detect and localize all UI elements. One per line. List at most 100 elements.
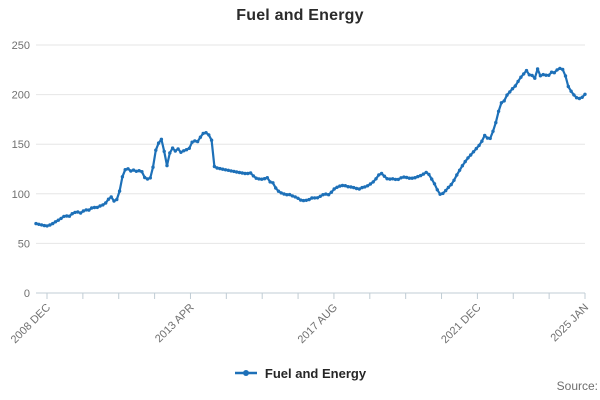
series-point[interactable]	[510, 87, 515, 91]
series-point[interactable]	[516, 79, 520, 84]
series-point[interactable]	[544, 73, 548, 77]
series-point[interactable]	[416, 174, 420, 179]
series-point[interactable]	[326, 193, 331, 197]
series-point[interactable]	[418, 173, 423, 178]
series-point[interactable]	[583, 92, 587, 97]
series-point[interactable]	[430, 177, 434, 181]
series-point[interactable]	[282, 192, 286, 196]
series-point[interactable]	[427, 172, 431, 177]
series-point[interactable]	[354, 186, 359, 191]
series-point[interactable]	[182, 149, 186, 153]
series-point[interactable]	[477, 143, 481, 148]
series-point[interactable]	[207, 133, 211, 137]
series-point[interactable]	[234, 170, 239, 174]
series-point[interactable]	[81, 209, 86, 213]
series-point[interactable]	[318, 194, 322, 198]
series-point[interactable]	[98, 204, 102, 208]
series-point[interactable]	[307, 197, 311, 202]
series-point[interactable]	[446, 185, 451, 190]
series-point[interactable]	[313, 196, 317, 200]
series-point[interactable]	[547, 73, 551, 78]
series-point[interactable]	[452, 178, 456, 182]
series-point[interactable]	[385, 177, 389, 181]
series-point[interactable]	[248, 171, 253, 175]
series-point[interactable]	[580, 95, 584, 100]
series-point[interactable]	[491, 129, 495, 133]
series-point[interactable]	[360, 185, 364, 190]
series-point[interactable]	[59, 216, 63, 221]
series-point[interactable]	[209, 138, 214, 142]
series-point[interactable]	[276, 189, 281, 193]
series-point[interactable]	[117, 189, 122, 193]
series-point[interactable]	[404, 175, 409, 180]
series-point[interactable]	[67, 214, 72, 218]
series-point[interactable]	[435, 188, 439, 192]
series-point[interactable]	[232, 169, 236, 174]
series-point[interactable]	[34, 221, 38, 226]
series-point[interactable]	[505, 93, 509, 97]
series-point[interactable]	[195, 139, 200, 144]
series-point[interactable]	[463, 159, 467, 164]
series-point[interactable]	[78, 211, 83, 215]
series-point[interactable]	[349, 185, 353, 189]
series-point[interactable]	[365, 184, 370, 188]
series-point[interactable]	[346, 185, 350, 189]
series-point[interactable]	[471, 150, 476, 154]
series-point[interactable]	[310, 196, 314, 200]
series-point[interactable]	[201, 131, 205, 136]
series-point[interactable]	[95, 205, 100, 210]
series-point[interactable]	[469, 153, 473, 157]
series-point[interactable]	[407, 176, 412, 180]
series-point[interactable]	[371, 180, 375, 184]
series-point[interactable]	[513, 84, 517, 88]
series-point[interactable]	[51, 221, 55, 226]
series-point[interactable]	[287, 192, 292, 197]
series-point[interactable]	[552, 71, 556, 75]
series-point[interactable]	[421, 172, 426, 176]
series-point[interactable]	[301, 198, 306, 203]
series-point[interactable]	[496, 109, 501, 114]
series-point[interactable]	[237, 170, 242, 175]
series-point[interactable]	[268, 180, 272, 184]
series-point[interactable]	[226, 168, 230, 172]
series-point[interactable]	[382, 174, 387, 178]
series-point[interactable]	[101, 203, 105, 207]
series-point[interactable]	[488, 136, 492, 141]
series-point[interactable]	[449, 182, 453, 187]
series-point[interactable]	[549, 70, 554, 74]
series-point[interactable]	[265, 176, 269, 180]
series-point[interactable]	[379, 171, 384, 176]
series-point[interactable]	[204, 131, 208, 135]
series-point[interactable]	[260, 177, 264, 181]
series-point[interactable]	[271, 181, 275, 185]
series-point[interactable]	[352, 185, 356, 190]
series-point[interactable]	[109, 195, 113, 199]
series-point[interactable]	[262, 177, 267, 181]
series-point[interactable]	[193, 139, 197, 143]
series-point[interactable]	[324, 192, 328, 196]
series-point[interactable]	[357, 187, 361, 191]
series-point[interactable]	[480, 139, 484, 143]
series-point[interactable]	[494, 120, 498, 125]
series-point[interactable]	[184, 148, 189, 152]
series-point[interactable]	[154, 148, 158, 152]
series-point[interactable]	[143, 175, 147, 180]
series-point[interactable]	[374, 177, 378, 181]
series-point[interactable]	[173, 149, 177, 153]
series-point[interactable]	[151, 165, 155, 169]
series-point[interactable]	[444, 188, 448, 193]
series-point[interactable]	[410, 176, 414, 180]
legend-item[interactable]: Fuel and Energy	[0, 363, 600, 383]
series-point[interactable]	[39, 223, 44, 227]
series-point[interactable]	[399, 176, 403, 180]
series-point[interactable]	[170, 146, 175, 150]
series-point[interactable]	[396, 177, 400, 182]
series-point[interactable]	[402, 175, 406, 179]
series-point[interactable]	[432, 182, 437, 186]
series-point[interactable]	[73, 210, 77, 215]
series-point[interactable]	[483, 133, 487, 138]
series-point[interactable]	[215, 166, 219, 170]
series-point[interactable]	[338, 184, 342, 188]
series-point[interactable]	[438, 192, 442, 196]
series-point[interactable]	[574, 96, 579, 100]
